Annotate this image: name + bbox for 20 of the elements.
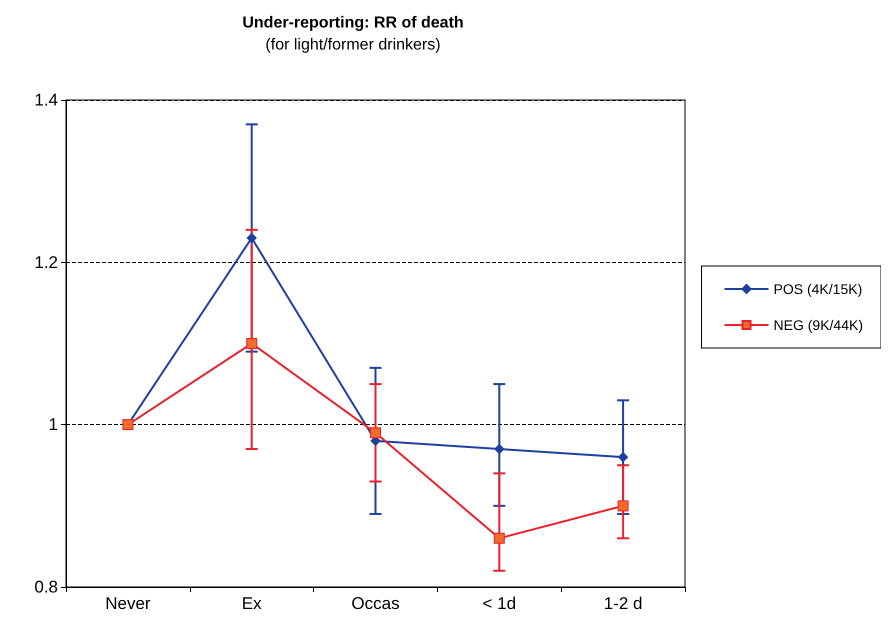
x-tick-label: Ex — [242, 594, 262, 613]
y-tick-label: 1.2 — [34, 252, 58, 272]
point — [618, 452, 628, 462]
point — [494, 532, 505, 544]
y-tick-label: 1 — [48, 415, 58, 434]
x-tick-label: < 1d — [482, 594, 516, 613]
legend-label: POS (4K/15K) — [774, 281, 862, 297]
x-tick-label: Never — [105, 594, 151, 613]
chart-subtitle: (for light/former drinkers) — [265, 36, 441, 54]
point — [494, 444, 504, 454]
y-tick-label: 1.4 — [34, 90, 58, 110]
point — [246, 338, 258, 349]
x-tick-label: Occas — [351, 594, 400, 613]
chart-title: Under-reporting: RR of death — [242, 14, 464, 32]
y-tick-label: 0.8 — [34, 578, 58, 596]
point — [618, 500, 629, 512]
point — [246, 232, 257, 243]
x-tick-label: 1-2 d — [604, 594, 642, 613]
legend-label: NEG (9K/44K) — [774, 317, 864, 333]
point — [370, 427, 381, 438]
